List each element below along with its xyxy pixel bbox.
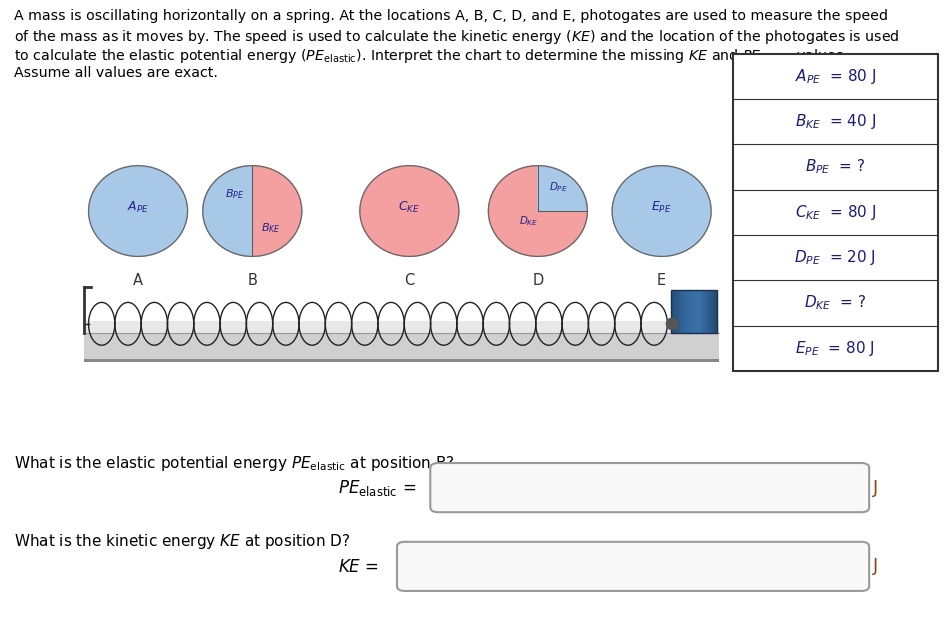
Text: $B_{KE}$  = 40 J: $B_{KE}$ = 40 J (795, 112, 876, 131)
Text: $B_{PE}$  = ?: $B_{PE}$ = ? (805, 158, 865, 176)
Text: $D_{PE}$  = 20 J: $D_{PE}$ = 20 J (794, 248, 877, 267)
Bar (676, 290, 677, 333)
Text: to calculate the elastic potential energy ($PE_{\mathrm{elastic}}$). Interpret t: to calculate the elastic potential energ… (14, 47, 848, 66)
Bar (681, 290, 682, 333)
Text: A mass is oscillating horizontally on a spring. At the locations A, B, C, D, and: A mass is oscillating horizontally on a … (14, 9, 888, 23)
FancyBboxPatch shape (397, 542, 869, 591)
Ellipse shape (203, 166, 302, 256)
Text: $D_{KE}$  = ?: $D_{KE}$ = ? (804, 294, 866, 312)
Text: $A_{PE}$: $A_{PE}$ (127, 200, 149, 215)
Bar (711, 290, 712, 333)
Bar (692, 290, 694, 333)
Text: $C_{KE}$  = 80 J: $C_{KE}$ = 80 J (795, 203, 876, 222)
Text: J: J (873, 479, 879, 496)
Text: B: B (248, 273, 257, 288)
Ellipse shape (488, 166, 587, 256)
Bar (699, 290, 700, 333)
Text: What is the kinetic energy $KE$ at position D?: What is the kinetic energy $KE$ at posit… (14, 532, 350, 551)
Bar (688, 290, 689, 333)
Text: $KE$ =: $KE$ = (338, 558, 379, 576)
Text: Assume all values are exact.: Assume all values are exact. (14, 66, 218, 80)
Polygon shape (538, 166, 587, 211)
Ellipse shape (360, 166, 459, 256)
Bar (677, 290, 679, 333)
Ellipse shape (89, 166, 188, 256)
Bar (671, 290, 673, 333)
Polygon shape (203, 166, 252, 256)
Bar (696, 290, 697, 333)
Text: C: C (405, 273, 414, 288)
Text: $A_{PE}$  = 80 J: $A_{PE}$ = 80 J (795, 67, 876, 86)
Text: E: E (657, 273, 666, 288)
Bar (694, 290, 696, 333)
Text: $B_{KE}$: $B_{KE}$ (261, 221, 281, 235)
Bar (84, 333, 719, 359)
Text: $C_{KE}$: $C_{KE}$ (398, 200, 421, 215)
Bar (707, 290, 709, 333)
Bar (709, 290, 711, 333)
Text: What is the elastic potential energy $PE_{\mathrm{elastic}}$ at position B?: What is the elastic potential energy $PE… (14, 454, 455, 472)
Ellipse shape (666, 318, 678, 329)
Text: of the mass as it moves by. The speed is used to calculate the kinetic energy ($: of the mass as it moves by. The speed is… (14, 28, 900, 47)
Bar (671, 290, 717, 333)
Bar (84, 359, 719, 362)
Text: $E_{PE}$: $E_{PE}$ (651, 200, 672, 215)
Bar (712, 290, 714, 333)
Text: $D_{KE}$: $D_{KE}$ (519, 214, 539, 228)
Text: $D_{PE}$: $D_{PE}$ (549, 181, 568, 195)
Bar (682, 290, 684, 333)
Bar (674, 290, 676, 333)
Bar (706, 290, 707, 333)
Text: $B_{PE}$: $B_{PE}$ (226, 187, 245, 201)
Bar (704, 290, 706, 333)
Bar (715, 290, 717, 333)
Bar (691, 290, 692, 333)
Bar (702, 290, 704, 333)
Bar (697, 290, 699, 333)
Bar (679, 290, 681, 333)
Bar (686, 290, 688, 333)
Text: J: J (873, 558, 879, 575)
Bar (700, 290, 702, 333)
Text: $E_{PE}$  = 80 J: $E_{PE}$ = 80 J (796, 339, 875, 358)
Text: $PE_{\mathrm{elastic}}$ =: $PE_{\mathrm{elastic}}$ = (338, 478, 416, 498)
Text: D: D (532, 273, 544, 288)
Bar (673, 290, 674, 333)
Bar (689, 290, 691, 333)
Bar (733, 54, 938, 371)
Bar (684, 290, 686, 333)
Bar (714, 290, 715, 333)
Ellipse shape (612, 166, 711, 256)
Text: A: A (133, 273, 143, 288)
FancyBboxPatch shape (430, 463, 869, 512)
Bar (84, 321, 719, 333)
